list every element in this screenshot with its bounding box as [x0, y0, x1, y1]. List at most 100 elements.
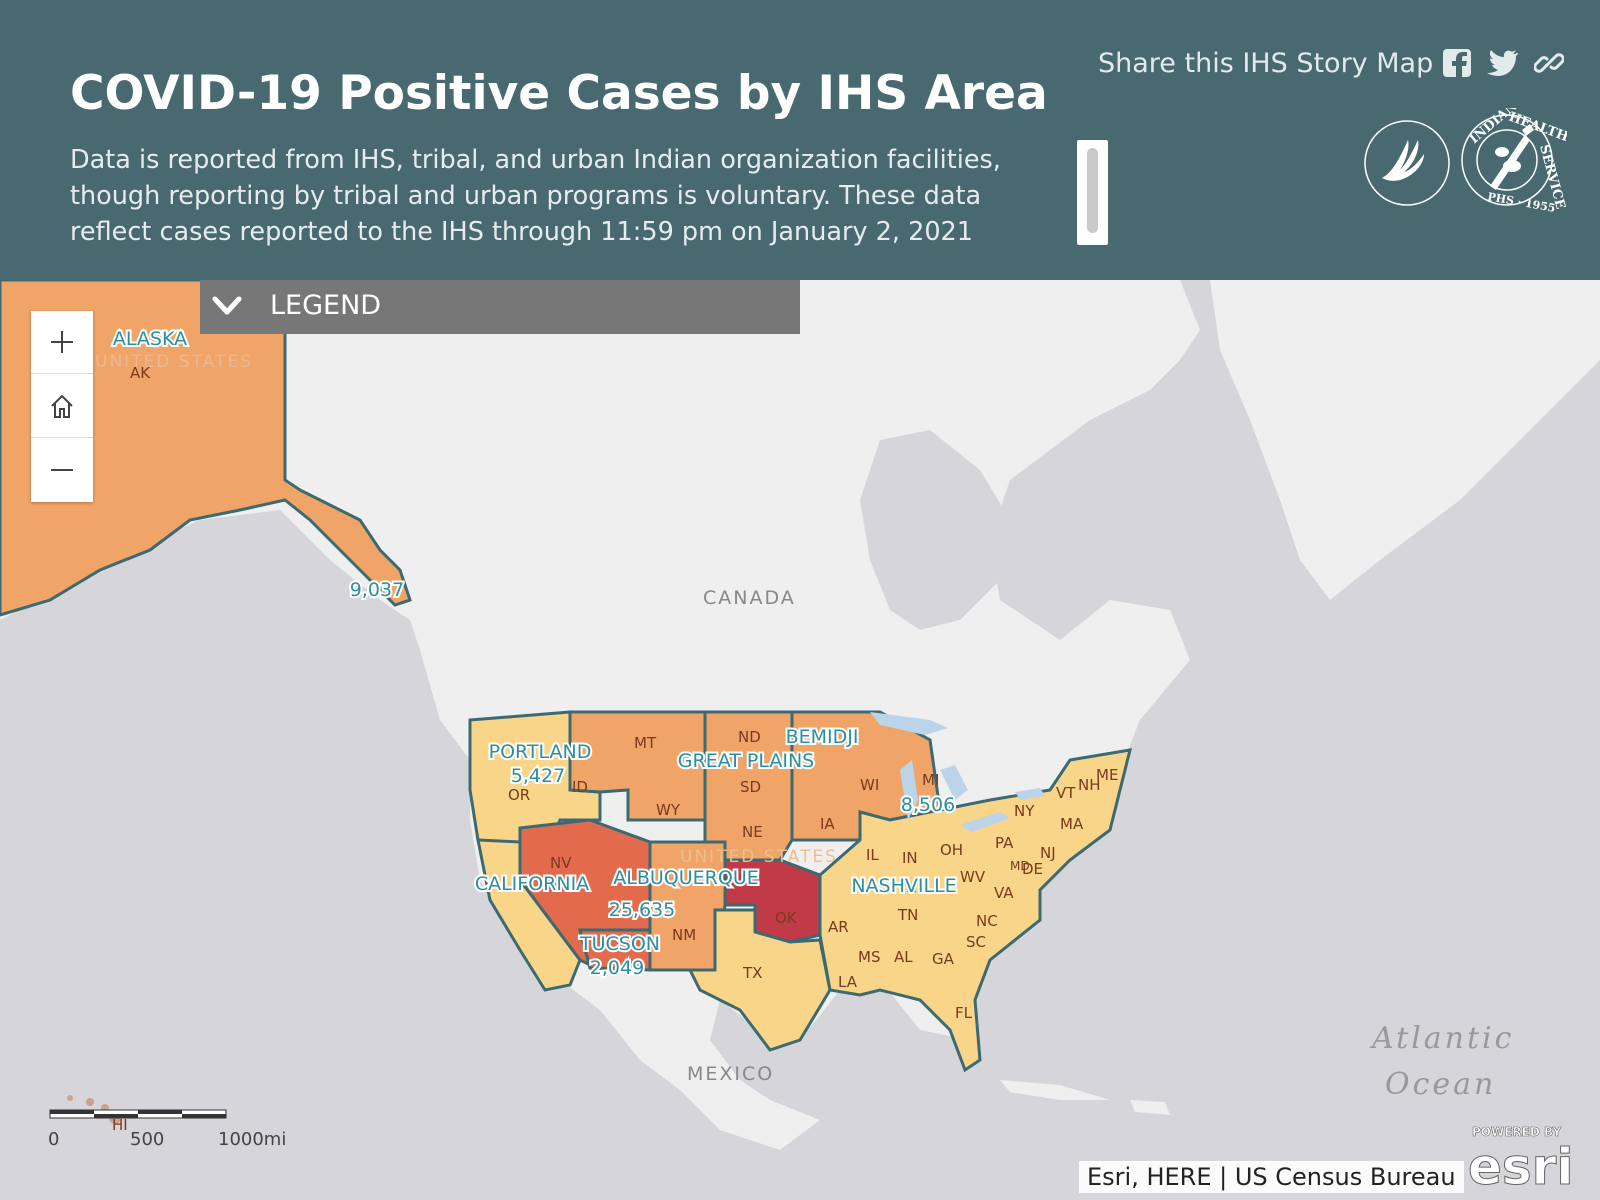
state-label-ma: MA — [1060, 815, 1084, 833]
state-label-la: LA — [838, 973, 858, 991]
state-label-il: IL — [866, 846, 879, 864]
state-label-id: ID — [572, 778, 588, 796]
ocean-label-atlantic: Atlantic — [1369, 1021, 1514, 1056]
plus-icon — [51, 331, 73, 353]
page-subtitle: Data is reported from IHS, tribal, and u… — [70, 145, 1001, 247]
esri-powered-by: POWERED BY — [1472, 1125, 1561, 1139]
area-label-alaska: ALASKA — [113, 328, 187, 350]
zoom-in-button[interactable] — [31, 311, 93, 374]
hhs-ihs-seals-logo: INDIAN HEALTH SERVICE PHS · 1955 — [1364, 108, 1567, 213]
area-label-albuquerque: ALBUQUERQUE — [613, 867, 758, 889]
state-label-ar: AR — [828, 918, 849, 936]
state-label-oh: OH — [940, 841, 963, 859]
greenland-land — [1210, 280, 1600, 600]
lake-superior — [870, 712, 948, 735]
state-label-ga: GA — [932, 950, 955, 968]
scale-label-0: 0 — [48, 1129, 60, 1150]
lake-huron — [940, 765, 968, 800]
state-label-ak: AK — [130, 364, 151, 382]
state-label-me: ME — [1096, 766, 1118, 784]
area-value-albuquerque: 25,635 — [609, 899, 675, 921]
map-view[interactable]: AK OR ID MT WY ND SD NE IA WI MI NV NM T… — [0, 280, 1600, 1200]
area-value-tucson: 2,049 — [590, 957, 644, 979]
share-label: Share this IHS Story Map — [1098, 48, 1434, 79]
home-button[interactable] — [31, 375, 93, 438]
subtitle-scrollbar[interactable] — [1077, 140, 1108, 245]
state-label-ok: OK — [775, 909, 798, 927]
svg-text:HEALTH: HEALTH — [1507, 110, 1567, 145]
area-label-california: CALIFORNIA — [475, 873, 589, 895]
country-label-us-alaska: UNITED STATES — [95, 352, 253, 372]
chevron-down-icon — [212, 296, 242, 315]
svg-text:PHS · 1955: PHS · 1955 — [1486, 190, 1556, 213]
zoom-controls — [31, 311, 93, 502]
scale-bar: 0 500 1000mi — [48, 1107, 286, 1150]
state-label-de: DE — [1022, 860, 1043, 878]
nashville-area[interactable] — [818, 748, 1133, 1073]
state-label-nd: ND — [738, 728, 761, 746]
state-label-ms: MS — [858, 948, 880, 966]
country-label-canada: CANADA — [703, 587, 796, 609]
lake-erie — [960, 812, 1010, 832]
scrollbar-thumb[interactable] — [1087, 148, 1098, 233]
state-label-nj: NJ — [1040, 844, 1056, 862]
zoom-out-button[interactable] — [31, 439, 93, 501]
state-label-nh: NH — [1078, 776, 1101, 794]
tucson-area[interactable] — [578, 928, 652, 972]
state-label-wi: WI — [860, 776, 879, 794]
state-label-md: MD — [1010, 859, 1030, 873]
link-icon[interactable] — [1534, 48, 1564, 78]
state-label-tx: TX — [742, 964, 762, 982]
state-label-ia: IA — [820, 815, 835, 833]
scale-label-500: 500 — [130, 1129, 165, 1150]
state-label-nm: NM — [672, 926, 696, 944]
scale-bar-graphic — [49, 1109, 227, 1119]
state-label-ky: KY — [906, 878, 925, 896]
state-label-al: AL — [894, 948, 913, 966]
area-value-portland: 5,427 — [511, 765, 565, 787]
alaska-area[interactable] — [0, 280, 412, 617]
state-label-nc: NC — [976, 912, 998, 930]
state-label-hi: HI — [112, 1116, 128, 1134]
lake-ontario — [1015, 788, 1045, 800]
home-icon — [51, 394, 73, 418]
basemap[interactable]: AK OR ID MT WY ND SD NE IA WI MI NV NM T… — [0, 280, 1600, 1200]
header: COVID-19 Positive Cases by IHS Area Data… — [0, 0, 1600, 280]
state-label-va: VA — [994, 884, 1014, 902]
state-label-mt: MT — [634, 734, 657, 752]
state-label-vt: VT — [1056, 784, 1076, 802]
state-label-fl: FL — [955, 1004, 973, 1022]
country-label-us: UNITED STATES — [680, 847, 838, 867]
area-label-tucson: TUCSON — [579, 933, 660, 955]
map-attribution[interactable]: Esri, HERE | US Census Bureau — [1079, 1161, 1464, 1193]
area-value-alaska: 9,037 — [350, 579, 404, 601]
area-label-nashville: NASHVILLE — [851, 875, 956, 897]
state-label-wv: WV — [960, 868, 986, 886]
page-title: COVID-19 Positive Cases by IHS Area — [70, 66, 1048, 121]
state-label-wy: WY — [656, 801, 681, 819]
hudson-bay — [860, 430, 1010, 630]
area-value-bemidji: 8,506 — [901, 794, 955, 816]
texas-area[interactable] — [687, 908, 832, 1052]
country-label-mexico: MEXICO — [687, 1063, 774, 1085]
lake-michigan — [900, 760, 918, 820]
legend-toggle[interactable]: LEGEND — [200, 280, 800, 334]
legend-label: LEGEND — [270, 290, 382, 321]
area-label-great-plains: GREAT PLAINS — [678, 750, 814, 772]
esri-logo[interactable]: POWERED BY esri — [1468, 1120, 1588, 1197]
state-label-mi: MI — [922, 771, 939, 789]
state-label-nv: NV — [550, 854, 572, 872]
ocean-label-ocean: Ocean — [1385, 1067, 1496, 1102]
scale-label-1000: 1000mi — [218, 1129, 287, 1150]
state-label-ny: NY — [1014, 802, 1035, 820]
state-label-sc: SC — [966, 933, 986, 951]
state-label-or: OR — [508, 786, 530, 804]
hispaniola — [1130, 1100, 1170, 1115]
area-label-bemidji: BEMIDJI — [786, 726, 859, 748]
cuba — [1000, 1080, 1110, 1100]
facebook-icon[interactable] — [1442, 48, 1472, 78]
state-label-tn: TN — [897, 906, 918, 924]
twitter-icon[interactable] — [1486, 48, 1518, 78]
state-label-ne: NE — [742, 823, 763, 841]
state-label-in: IN — [902, 849, 918, 867]
